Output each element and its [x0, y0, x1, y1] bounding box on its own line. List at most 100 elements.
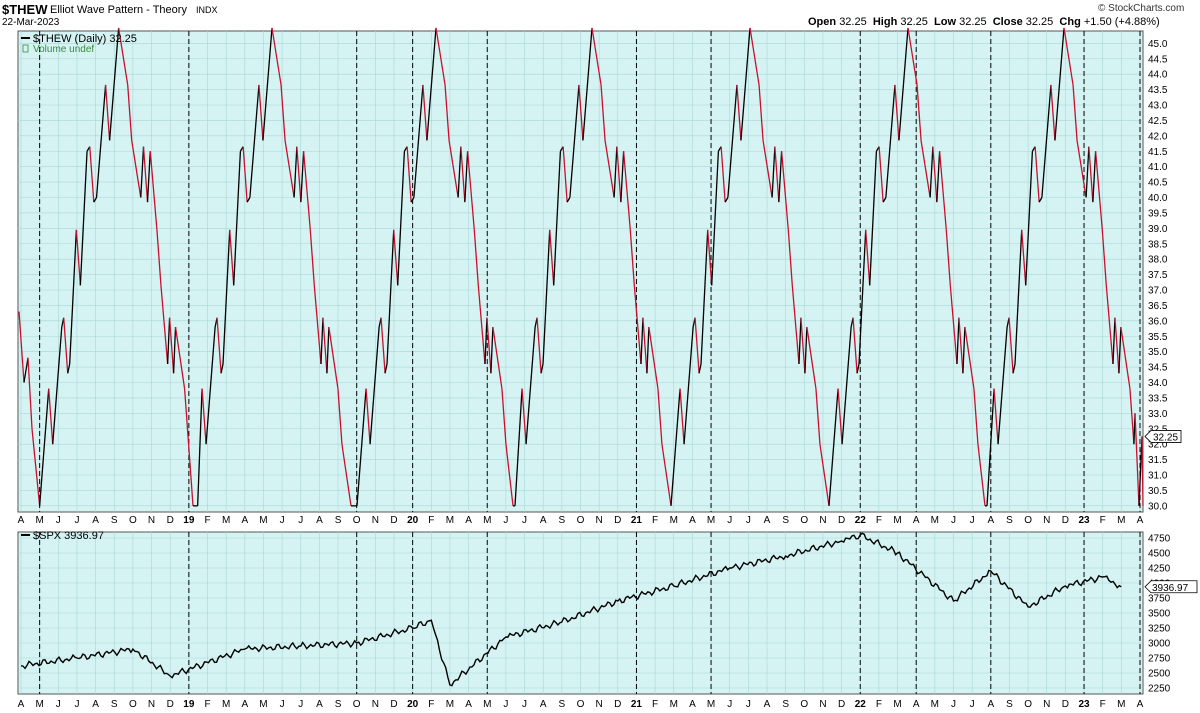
thew-series — [18, 27, 1144, 507]
thew-segment — [894, 84, 900, 141]
x-tick-label: M — [35, 699, 43, 710]
x-tick-label: D — [1062, 515, 1069, 526]
thew-segment — [1021, 229, 1027, 286]
x-tick-label: D — [614, 515, 621, 526]
thew-segment — [657, 388, 663, 445]
close-value: 32.25 — [1025, 16, 1054, 28]
x-tick-label: S — [559, 699, 566, 710]
x-tick-label: A — [1137, 699, 1144, 710]
spx-line — [20, 532, 1122, 687]
thew-segment — [771, 146, 776, 198]
y-tick-label: 42.0 — [1148, 131, 1168, 142]
lower-last-value-marker: 3936.97 — [1144, 580, 1198, 594]
x-tick-label: M — [1117, 515, 1125, 526]
thew-segment — [108, 27, 120, 141]
x-tick-label: 19 — [183, 699, 195, 710]
x-tick-label: A — [241, 515, 248, 526]
chg-value: +1.50 (+4.88%) — [1083, 16, 1160, 28]
legend-thew: $THEW (Daily) 32.25 — [33, 33, 137, 45]
thew-segment — [293, 146, 298, 198]
thew-segment — [426, 27, 437, 141]
thew-segment — [711, 151, 720, 286]
x-tick-label: D — [838, 699, 845, 710]
thew-segment — [320, 317, 324, 365]
thew-segment — [964, 326, 975, 389]
thew-segment — [698, 363, 702, 374]
thew-segment — [700, 229, 709, 365]
lower-x-axis: A M J J A S O N D 19 F M A M J J A S O N D 20 F M A M J J A S O N D 21 F M A… — [18, 699, 1144, 710]
y-tick-label: 38.0 — [1148, 255, 1168, 266]
legend-spx: $SPX 3936.97 — [33, 530, 104, 542]
x-tick-label: F — [428, 515, 434, 526]
y-tick-label: 40.5 — [1148, 178, 1168, 189]
thew-segment — [341, 444, 352, 506]
x-tick-label: A — [92, 699, 99, 710]
x-tick-label: D — [1062, 699, 1069, 710]
thew-segment — [858, 229, 867, 365]
x-tick-label: N — [372, 515, 379, 526]
thew-segment — [413, 84, 424, 198]
thew-segment — [505, 444, 514, 506]
x-tick-label: J — [727, 699, 732, 710]
thew-segment — [749, 27, 760, 86]
thew-segment — [986, 388, 995, 506]
thew-segment — [642, 317, 648, 374]
x-tick-label: F — [204, 699, 210, 710]
brand-label[interactable]: © StockCharts.com — [1098, 3, 1185, 14]
thew-segment — [620, 151, 625, 203]
x-tick-label: A — [18, 699, 25, 710]
y-tick-label: 4500 — [1148, 549, 1171, 560]
thew-segment — [1041, 84, 1052, 198]
y-tick-label: 33.5 — [1148, 393, 1168, 404]
thew-segment — [798, 317, 802, 365]
x-tick-label: J — [74, 515, 79, 526]
x-tick-label: M — [446, 699, 454, 710]
thew-segment — [707, 229, 713, 286]
x-tick-label: N — [148, 515, 155, 526]
thew-segment — [1038, 197, 1043, 203]
x-tick-label: O — [129, 515, 137, 526]
thew-segment — [791, 285, 800, 365]
thew-segment — [229, 229, 235, 286]
y-tick-label: 2750 — [1148, 654, 1171, 665]
thew-segment — [183, 388, 190, 445]
thew-segment — [492, 326, 503, 389]
thew-segment — [869, 151, 878, 286]
thew-segment — [501, 388, 507, 445]
thew-segment — [258, 84, 264, 141]
thew-segment — [1014, 229, 1023, 365]
x-tick-label: O — [1024, 699, 1032, 710]
thew-segment — [365, 388, 371, 445]
x-tick-label: A — [764, 699, 771, 710]
thew-segment — [118, 27, 129, 86]
thew-segment — [168, 317, 175, 374]
chg-label: Chg — [1059, 16, 1081, 28]
x-tick-label: J — [56, 515, 61, 526]
thew-segment — [936, 151, 941, 203]
thew-segment — [18, 311, 25, 383]
thew-segment — [885, 84, 896, 198]
x-tick-label: A — [913, 699, 920, 710]
thew-segment — [600, 84, 606, 141]
y-tick-label: 31.0 — [1148, 471, 1168, 482]
thew-segment — [1094, 151, 1103, 230]
x-tick-label: M — [446, 515, 454, 526]
chart-header: $THEW Elliot Wave Pattern - Theory INDX … — [0, 0, 1200, 30]
thew-segment — [89, 146, 95, 203]
thew-segment — [249, 84, 260, 198]
thew-segment — [569, 84, 580, 198]
x-tick-label: M — [222, 515, 230, 526]
thew-segment — [246, 197, 251, 203]
x-tick-label: J — [280, 515, 285, 526]
thew-segment — [79, 151, 88, 286]
x-tick-label: N — [1043, 515, 1050, 526]
x-tick-label: D — [167, 699, 174, 710]
thew-segment — [131, 140, 142, 198]
open-value: 32.25 — [839, 16, 867, 28]
thew-segment — [435, 27, 446, 86]
low-value: 32.25 — [959, 16, 987, 28]
x-tick-label: F — [876, 699, 882, 710]
thew-segment — [932, 146, 938, 203]
thew-segment — [956, 317, 960, 365]
